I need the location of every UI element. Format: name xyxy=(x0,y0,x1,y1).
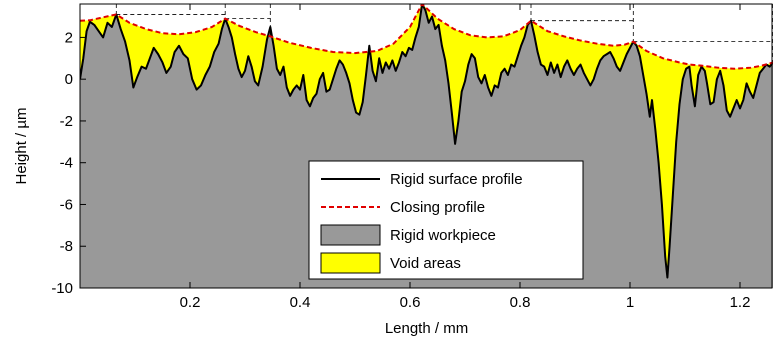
y-tick-label: -2 xyxy=(60,113,73,130)
y-axis-title: Height / µm xyxy=(13,108,30,185)
y-tick-label: -8 xyxy=(60,238,73,255)
legend-label: Rigid surface profile xyxy=(390,171,523,188)
x-axis: 0.2 0.4 0.6 0.8 1 1.2 xyxy=(180,4,751,311)
y-tick-label: -10 xyxy=(51,280,73,297)
legend-label: Rigid workpiece xyxy=(390,227,496,244)
legend-label: Closing profile xyxy=(390,199,485,216)
x-tick-label: 1 xyxy=(626,294,634,311)
x-tick-label: 0.4 xyxy=(290,294,311,311)
surface-profile-line xyxy=(80,4,773,279)
x-tick-label: 0.8 xyxy=(510,294,531,311)
x-tick-label: 0.2 xyxy=(180,294,201,311)
legend-swatch-patch xyxy=(320,252,381,274)
y-tick-label: 0 xyxy=(65,71,73,88)
plot-frame xyxy=(79,3,773,289)
y-tick-label: -4 xyxy=(60,155,73,172)
y-tick-label: -6 xyxy=(60,196,73,213)
legend-label: Void areas xyxy=(390,255,461,272)
x-tick-label: 1.2 xyxy=(730,294,751,311)
closing-profile-line xyxy=(80,4,773,70)
x-tick-label: 0.6 xyxy=(400,294,421,311)
legend: Rigid surface profile Closing profile Rigi… xyxy=(308,160,584,280)
plot-area xyxy=(79,3,773,289)
x-axis-title: Length / mm xyxy=(385,320,468,337)
y-tick-label: 2 xyxy=(65,29,73,46)
legend-swatch-patch xyxy=(320,224,381,246)
y-axis: 2 0 -2 -4 -6 -8 -10 xyxy=(51,29,86,297)
